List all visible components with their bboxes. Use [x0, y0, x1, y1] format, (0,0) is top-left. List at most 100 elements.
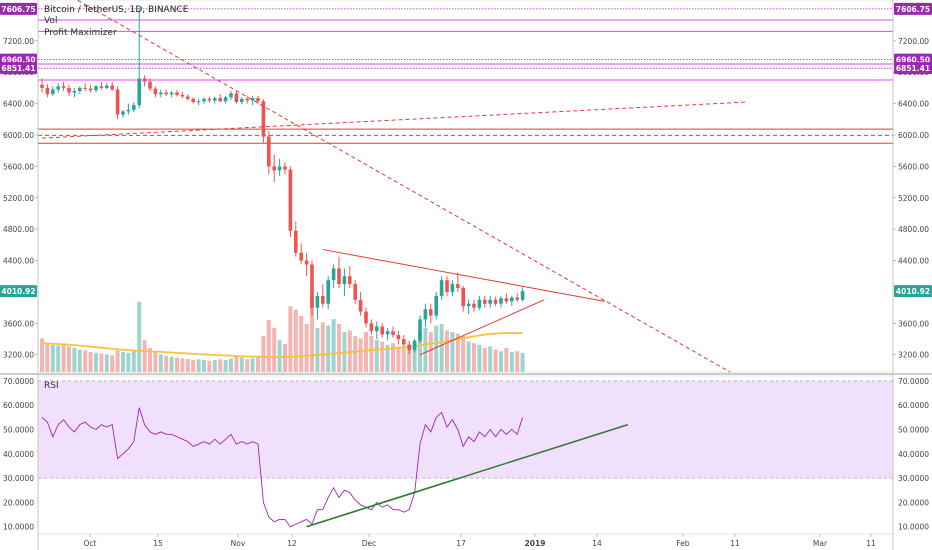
trendline[interactable]: [322, 249, 605, 302]
candle-body[interactable]: [40, 84, 44, 88]
rsi-pane[interactable]: 70.0000 70.0000 60.0000 60.0000 50.0000 50.00…: [3, 375, 929, 535]
candle-body[interactable]: [137, 78, 141, 106]
candle-body[interactable]: [121, 111, 125, 115]
candle-body[interactable]: [277, 166, 282, 171]
candle-body[interactable]: [180, 94, 185, 97]
candle-body[interactable]: [456, 284, 460, 289]
candle-body[interactable]: [445, 280, 449, 292]
candle-body[interactable]: [110, 85, 114, 90]
candle-body[interactable]: [142, 78, 147, 82]
candle-body[interactable]: [218, 98, 222, 102]
candle-body[interactable]: [256, 98, 260, 102]
candle-body[interactable]: [283, 166, 287, 170]
candle-body[interactable]: [369, 323, 374, 332]
candle-body[interactable]: [423, 309, 428, 320]
candle-body[interactable]: [191, 98, 195, 103]
price-pane[interactable]: 7200.007200.006800.006800.006400.006400.…: [0, 0, 932, 373]
candle-body[interactable]: [364, 311, 368, 324]
candle-body[interactable]: [245, 98, 249, 101]
price-label-left-bg: [0, 62, 37, 75]
candle-body[interactable]: [499, 298, 503, 304]
candle-body[interactable]: [402, 339, 406, 345]
candle-body[interactable]: [510, 297, 514, 302]
trendline[interactable]: [41, 101, 747, 139]
candle-body[interactable]: [412, 340, 417, 351]
candle-body[interactable]: [250, 98, 255, 101]
candle-body[interactable]: [169, 92, 174, 95]
candle-body[interactable]: [477, 299, 482, 308]
candle-body[interactable]: [56, 86, 60, 90]
candle-body[interactable]: [196, 101, 201, 103]
candle-body[interactable]: [94, 86, 98, 91]
candle-body[interactable]: [78, 87, 82, 92]
candle-body[interactable]: [358, 299, 363, 312]
candle-body[interactable]: [326, 280, 330, 304]
rsi-trendline[interactable]: [306, 423, 629, 528]
candle-body[interactable]: [429, 309, 433, 316]
candle-body[interactable]: [240, 98, 244, 103]
candle-body[interactable]: [315, 295, 320, 308]
candle-body[interactable]: [299, 252, 303, 261]
candle-body[interactable]: [472, 303, 476, 308]
candle-body[interactable]: [461, 288, 465, 307]
candle-body[interactable]: [515, 297, 519, 300]
candle-body[interactable]: [61, 86, 66, 88]
candle-body[interactable]: [483, 299, 487, 304]
candle-body[interactable]: [310, 264, 314, 308]
candle-body[interactable]: [391, 331, 395, 336]
trendline[interactable]: [72, 0, 731, 373]
candle-body[interactable]: [207, 98, 212, 101]
candle-body[interactable]: [267, 136, 271, 167]
candle-body[interactable]: [153, 88, 158, 95]
candle-body[interactable]: [99, 86, 104, 88]
candle-body[interactable]: [159, 92, 163, 95]
candle-body[interactable]: [261, 101, 266, 137]
candle-body[interactable]: [115, 89, 120, 115]
candle-body[interactable]: [148, 81, 152, 89]
candle-body[interactable]: [186, 96, 190, 99]
candle-body[interactable]: [272, 166, 276, 171]
candle-body[interactable]: [493, 299, 498, 304]
candle-body[interactable]: [223, 97, 228, 102]
candle-body[interactable]: [234, 93, 239, 103]
candle-body[interactable]: [213, 98, 217, 101]
candle-body[interactable]: [83, 87, 87, 89]
candle-body[interactable]: [520, 291, 525, 300]
candle-body[interactable]: [466, 303, 471, 307]
candle-body[interactable]: [88, 88, 93, 91]
candle-body[interactable]: [45, 87, 50, 95]
candle-body[interactable]: [504, 298, 509, 302]
candle-body[interactable]: [450, 284, 455, 292]
candle-body[interactable]: [488, 299, 492, 304]
candle-body[interactable]: [434, 295, 438, 316]
candle-body[interactable]: [439, 280, 444, 296]
candle-body[interactable]: [418, 319, 422, 341]
candle-body[interactable]: [164, 92, 168, 95]
volume-bar: [353, 336, 358, 372]
candle-body[interactable]: [375, 326, 379, 332]
candle-body[interactable]: [337, 268, 341, 285]
candle-body[interactable]: [202, 98, 206, 102]
candle-body[interactable]: [396, 335, 401, 340]
trendline[interactable]: [419, 299, 545, 356]
candle-body[interactable]: [132, 105, 136, 110]
candle-body[interactable]: [51, 89, 55, 95]
candle-body[interactable]: [288, 169, 293, 231]
candle-body[interactable]: [304, 260, 309, 265]
candle-body[interactable]: [321, 295, 325, 304]
candle-body[interactable]: [353, 284, 357, 300]
candle-body[interactable]: [294, 230, 298, 253]
candle-body[interactable]: [331, 268, 336, 281]
candle-body[interactable]: [126, 109, 131, 112]
candle-body[interactable]: [67, 87, 71, 93]
candle-body[interactable]: [105, 85, 109, 88]
candle-body[interactable]: [175, 92, 179, 95]
candle-body[interactable]: [72, 91, 77, 93]
candle-body[interactable]: [342, 276, 347, 285]
candle-body[interactable]: [407, 344, 411, 351]
candle-body[interactable]: [348, 276, 352, 285]
candle-body[interactable]: [229, 93, 233, 98]
candle-body[interactable]: [380, 326, 384, 335]
candle-body[interactable]: [385, 331, 390, 335]
